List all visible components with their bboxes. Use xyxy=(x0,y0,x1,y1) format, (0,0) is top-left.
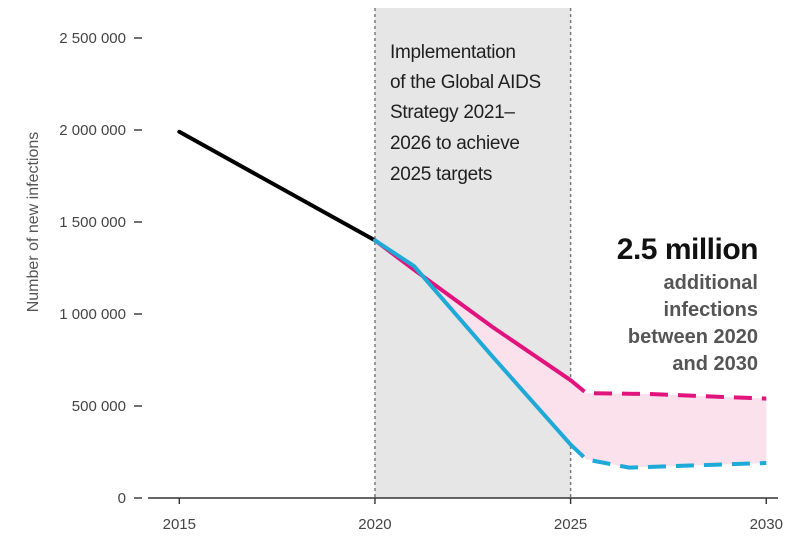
y-axis-title: Number of new infections xyxy=(25,132,42,313)
x-tick-label: 2025 xyxy=(554,516,587,533)
band-text-line-3: Strategy 2021– xyxy=(390,102,515,123)
y-tick-label: 0 xyxy=(118,490,126,507)
annotation-line-1: additional xyxy=(664,272,758,294)
annotation-headline: 2.5 million xyxy=(617,233,758,266)
annotation-line-2: infections xyxy=(664,299,758,321)
x-tick-label: 2030 xyxy=(750,516,783,533)
band-text-line-1: Implementation xyxy=(390,42,516,63)
x-tick-label: 2015 xyxy=(163,516,196,533)
annotation-line-4: and 2030 xyxy=(672,353,758,375)
band-text-line-4: 2026 to achieve xyxy=(390,133,520,154)
y-axis-ticks: 0 500 000 1 000 000 1 500 000 2 000 000 2 500… xyxy=(59,30,142,507)
series-line-4 xyxy=(569,443,767,470)
annotation-line-3: between 2020 xyxy=(628,326,758,348)
x-tick-label: 2020 xyxy=(358,516,391,533)
series-line-3 xyxy=(373,238,573,447)
band-text-line-2: of the Global AIDS xyxy=(390,72,541,93)
y-tick-label: 500 000 xyxy=(72,398,126,415)
y-tick-label: 2 000 000 xyxy=(59,122,126,139)
y-tick-label: 2 500 000 xyxy=(59,30,126,47)
x-axis-ticks: 2015 2020 2025 2030 xyxy=(163,498,783,533)
additional-infections-gap-area xyxy=(375,240,767,468)
band-text-line-5: 2025 targets xyxy=(390,164,492,185)
series-line-0 xyxy=(177,129,377,243)
y-tick-label: 1 500 000 xyxy=(59,214,126,231)
implementation-period-band xyxy=(374,8,571,498)
y-tick-label: 1 000 000 xyxy=(59,306,126,323)
series-line-2 xyxy=(569,378,767,401)
series-layer xyxy=(177,129,767,470)
